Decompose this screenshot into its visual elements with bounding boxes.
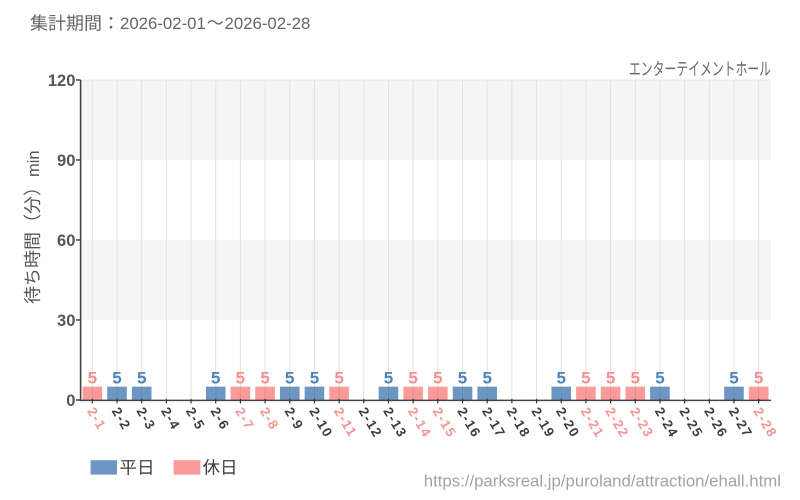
svg-text:120: 120 bbox=[48, 72, 76, 90]
svg-text:5: 5 bbox=[384, 369, 393, 388]
svg-text:5: 5 bbox=[88, 369, 97, 388]
svg-text:5: 5 bbox=[631, 369, 640, 388]
svg-text:min: min bbox=[25, 150, 43, 177]
svg-text:5: 5 bbox=[236, 369, 245, 388]
svg-text:5: 5 bbox=[729, 369, 738, 388]
svg-text:5: 5 bbox=[310, 369, 319, 388]
svg-text:60: 60 bbox=[57, 232, 75, 250]
svg-text:5: 5 bbox=[655, 369, 664, 388]
svg-text:5: 5 bbox=[211, 369, 220, 388]
svg-text:5: 5 bbox=[112, 369, 121, 388]
svg-text:5: 5 bbox=[556, 369, 565, 388]
svg-text:30: 30 bbox=[57, 312, 75, 330]
svg-text:5: 5 bbox=[754, 369, 763, 388]
svg-text:90: 90 bbox=[57, 152, 75, 170]
svg-text:5: 5 bbox=[482, 369, 491, 388]
svg-text:5: 5 bbox=[458, 369, 467, 388]
svg-text:0: 0 bbox=[66, 392, 75, 410]
svg-text:2026-02-01: 2026-02-01 bbox=[120, 14, 206, 33]
svg-text:5: 5 bbox=[260, 369, 269, 388]
svg-text:5: 5 bbox=[433, 369, 442, 388]
svg-text:5: 5 bbox=[137, 369, 146, 388]
svg-text:https://parksreal.jp/puroland/: https://parksreal.jp/puroland/attraction… bbox=[424, 472, 781, 491]
svg-text:5: 5 bbox=[408, 369, 417, 388]
svg-text:5: 5 bbox=[581, 369, 590, 388]
svg-text:5: 5 bbox=[285, 369, 294, 388]
svg-text:2026-02-28: 2026-02-28 bbox=[225, 14, 311, 33]
svg-text:5: 5 bbox=[334, 369, 343, 388]
svg-text:5: 5 bbox=[606, 369, 615, 388]
